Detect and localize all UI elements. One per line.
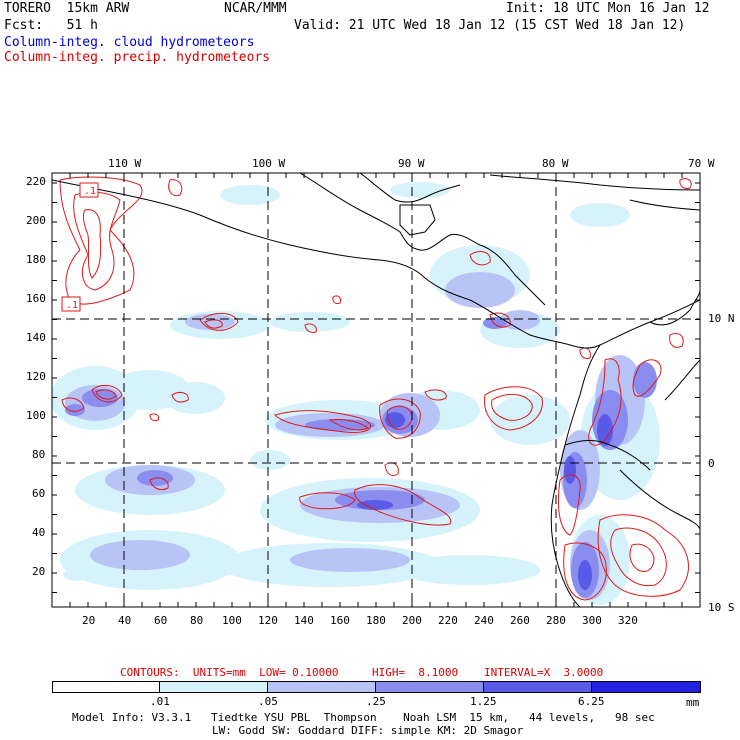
contour-label: .1 (66, 300, 78, 311)
grid-lines (52, 173, 700, 607)
colorbar-label: .05 (258, 695, 278, 708)
lon-label-90w: 90 W (398, 157, 425, 170)
contour-interval: INTERVAL=X 3.0000 (484, 666, 604, 679)
contour-label-box (79, 182, 99, 198)
colorbar-segment (591, 681, 701, 693)
field2-title: Column-integ. precip. hydrometeors (4, 50, 271, 65)
model-physics: LW: Godd SW: Goddard DIFF: simple KM: 2D… (212, 724, 524, 737)
coastlines (52, 173, 700, 607)
x-tick-label: 320 (618, 614, 638, 627)
contour-label-box (61, 296, 81, 312)
x-tick-label: 60 (154, 614, 168, 627)
lon-label-70w: 70 W (688, 157, 715, 170)
x-tick-label: 200 (402, 614, 422, 627)
y-tick-label: 160 (26, 292, 46, 305)
y-tick-label: 80 (32, 448, 46, 461)
precip-contours (59, 176, 692, 601)
model-name: TORERO 15km ARW (4, 1, 130, 16)
colorbar-segment (375, 681, 484, 693)
colorbar-label: 6.25 (578, 695, 605, 708)
lat-label-0: 0 (708, 457, 715, 470)
colorbar-label: 1.25 (470, 695, 497, 708)
lon-label-100w: 100 W (252, 157, 286, 170)
x-tick-label: 100 (222, 614, 242, 627)
colorbar-segment (267, 681, 376, 693)
x-tick-label: 280 (546, 614, 566, 627)
y-tick-label: 180 (26, 253, 46, 266)
y-tick-label: 40 (32, 526, 46, 539)
contour-units: CONTOURS: UNITS=mm LOW= 0.10000 (120, 666, 339, 679)
y-tick-label: 120 (26, 370, 46, 383)
x-tick-label: 120 (258, 614, 278, 627)
colorbar-label: .01 (150, 695, 170, 708)
x-tick-label: 240 (474, 614, 494, 627)
y-tick-label: 220 (26, 175, 46, 188)
lon-label-80w: 80 W (542, 157, 569, 170)
contour-label: .1 (84, 186, 96, 197)
lat-label-10n: 10 N (708, 312, 735, 325)
lon-label-110w: 110 W (108, 157, 142, 170)
x-tick-label: 260 (510, 614, 530, 627)
y-tick-label: 60 (32, 487, 46, 500)
x-tick-label: 300 (582, 614, 602, 627)
model-info: Model Info: V3.3.1 Tiedtke YSU PBL Thomp… (72, 711, 655, 724)
contour-high: HIGH= 8.1000 (372, 666, 459, 679)
x-tick-label: 20 (82, 614, 96, 627)
x-tick-label: 160 (330, 614, 350, 627)
y-tick-label: 140 (26, 331, 46, 344)
forecast-hour: Fcst: 51 h (4, 18, 98, 33)
y-tick-label: 20 (32, 565, 46, 578)
colorbar-segment (52, 681, 160, 693)
organization: NCAR/MMM (224, 1, 287, 16)
colorbar-segment (159, 681, 268, 693)
axis-ticks (51, 173, 700, 607)
x-tick-label: 40 (118, 614, 132, 627)
x-tick-label: 140 (294, 614, 314, 627)
colorbar-label: .25 (366, 695, 386, 708)
colorbar-unit: mm (686, 696, 700, 709)
init-time: Init: 18 UTC Mon 16 Jan 12 (506, 1, 710, 16)
x-tick-label: 80 (190, 614, 204, 627)
x-tick-label: 220 (438, 614, 458, 627)
colorbar-segment (483, 681, 592, 693)
field1-title: Column-integ. cloud hydrometeors (4, 35, 255, 50)
lat-label-10s: 10 S (708, 601, 735, 614)
valid-time: Valid: 21 UTC Wed 18 Jan 12 (15 CST Wed … (294, 18, 686, 33)
y-tick-label: 100 (26, 409, 46, 422)
y-tick-label: 200 (26, 214, 46, 227)
x-tick-label: 180 (366, 614, 386, 627)
map-content (52, 173, 700, 607)
